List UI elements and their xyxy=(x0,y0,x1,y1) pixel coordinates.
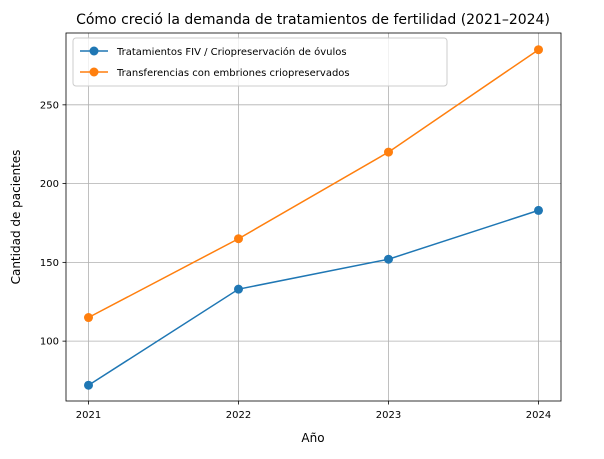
chart-title: Cómo creció la demanda de tratamientos d… xyxy=(76,12,550,28)
x-tick-label: 2022 xyxy=(226,410,251,421)
legend-label-0: Tratamientos FIV / Criopreservación de ó… xyxy=(116,46,347,58)
legend-marker-0 xyxy=(89,46,99,56)
data-point-1 xyxy=(534,45,543,55)
y-tick-label: 200 xyxy=(40,179,59,190)
data-point-0 xyxy=(384,254,393,264)
y-axis-label: Cantidad de pacientes xyxy=(9,150,23,285)
legend-box xyxy=(72,37,448,87)
x-tick-label: 2021 xyxy=(76,410,101,421)
data-point-0 xyxy=(534,205,543,215)
legend: Tratamientos FIV / Criopreservación de ó… xyxy=(72,37,448,87)
plot-frame xyxy=(65,32,562,402)
y-tick-label: 150 xyxy=(40,258,59,269)
data-point-1 xyxy=(234,234,243,244)
series-group xyxy=(84,45,543,390)
series-line-1 xyxy=(88,49,539,319)
x-axis-label: Año xyxy=(301,431,324,445)
y-tick-label: 250 xyxy=(40,100,59,111)
data-point-1 xyxy=(84,313,93,323)
series-line-0 xyxy=(88,209,539,386)
y-tick-label: 100 xyxy=(40,337,59,348)
data-point-0 xyxy=(234,284,243,294)
legend-marker-1 xyxy=(89,67,99,77)
data-point-0 xyxy=(84,380,93,390)
legend-label-1: Transferencias con embriones criopreserv… xyxy=(116,68,350,79)
grid xyxy=(66,33,561,401)
data-point-1 xyxy=(384,147,393,157)
x-tick-label: 2023 xyxy=(376,410,401,421)
axis-ticks: 2021 2022 2023 2024 100 150 200 250 xyxy=(40,100,551,421)
x-tick-label: 2024 xyxy=(526,410,551,421)
